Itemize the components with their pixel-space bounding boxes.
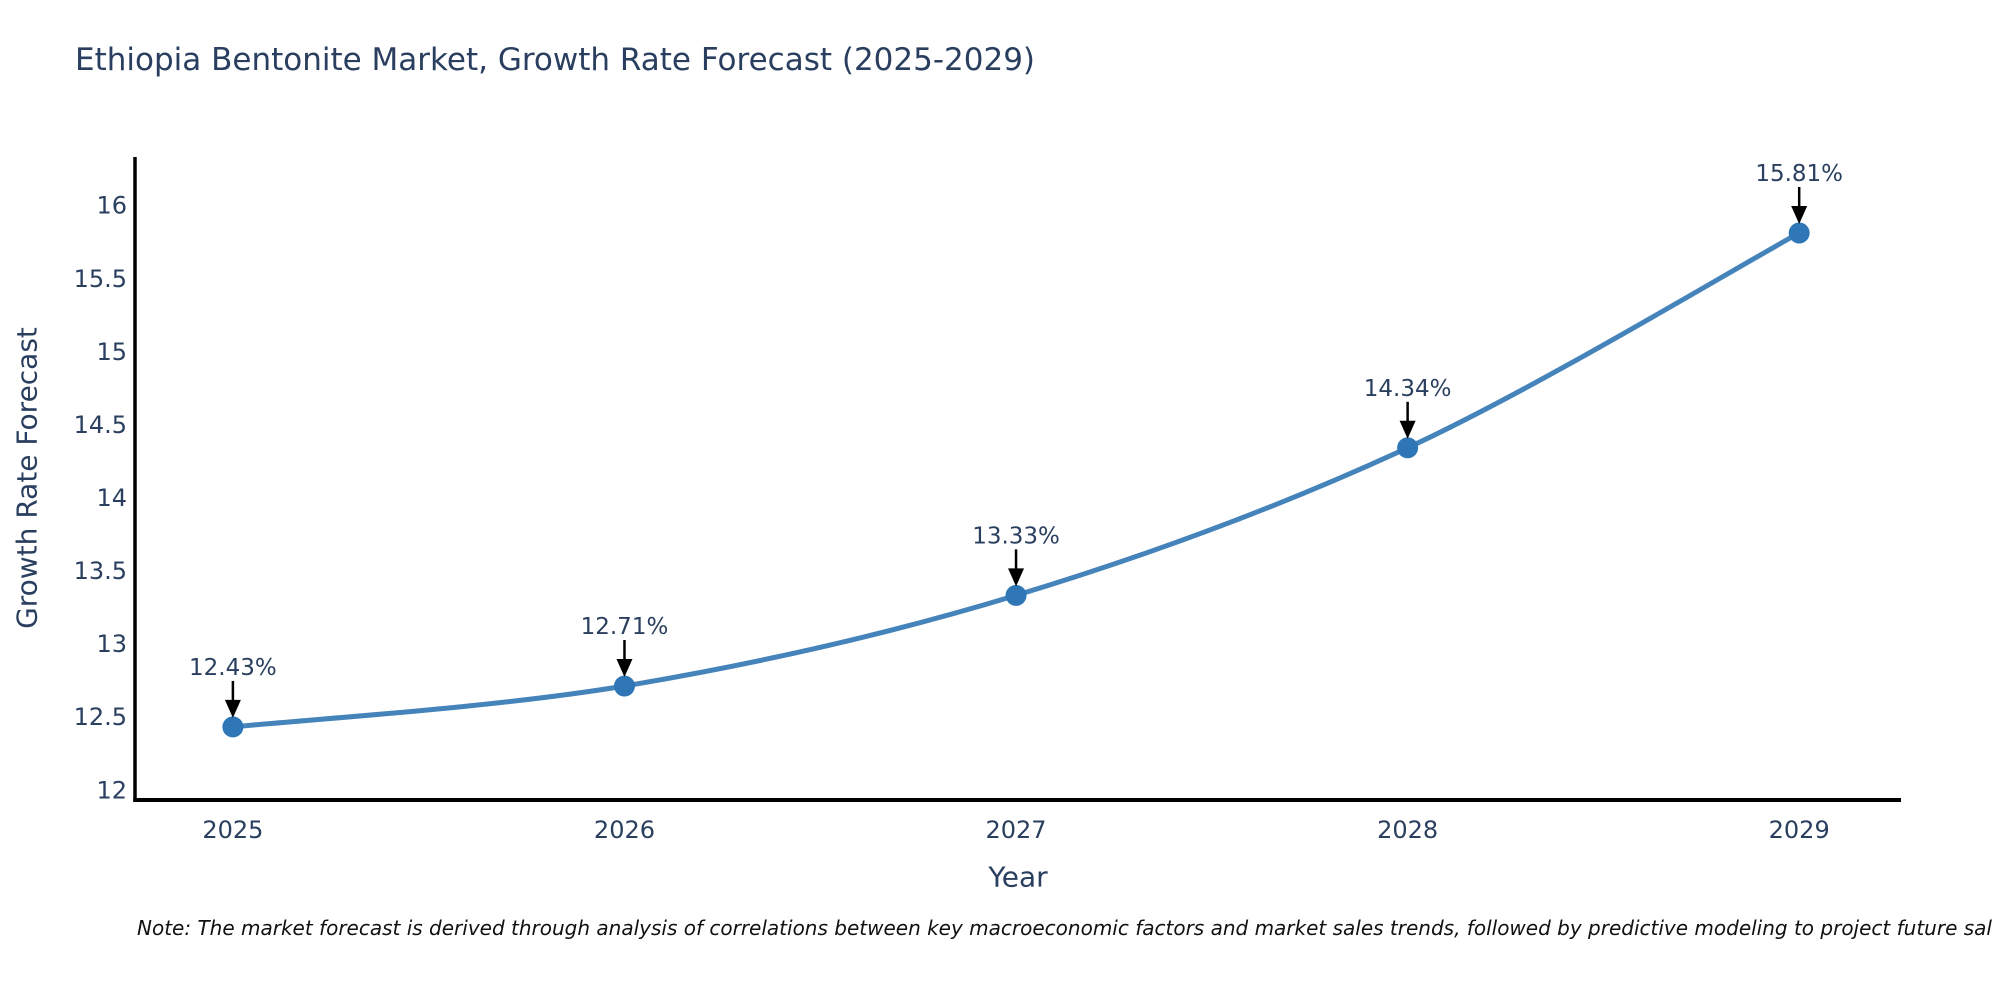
x-tick-label: 2028 <box>1377 816 1438 844</box>
y-tick-label: 13 <box>96 630 127 658</box>
y-tick-label: 12 <box>96 776 127 804</box>
y-axis-title: Growth Rate Forecast <box>10 327 44 629</box>
y-tick-label: 15 <box>96 338 127 366</box>
footnote: Note: The market forecast is derived thr… <box>137 916 1992 940</box>
annotation-label: 12.43% <box>189 655 277 681</box>
x-tick-label: 2029 <box>1769 816 1830 844</box>
data-point-marker <box>1397 437 1419 459</box>
x-tick-label: 2025 <box>202 816 263 844</box>
x-tick-label: 2027 <box>986 816 1047 844</box>
annotation-label: 13.33% <box>972 523 1060 549</box>
y-tick-label: 13.5 <box>74 557 127 585</box>
data-point-marker <box>1005 584 1027 606</box>
data-point-marker <box>613 675 635 697</box>
annotation-label: 14.34% <box>1364 376 1452 402</box>
annotation-arrowhead-icon <box>1791 205 1808 224</box>
annotation-label: 12.71% <box>581 614 669 640</box>
x-tick-label: 2026 <box>594 816 655 844</box>
y-tick-label: 12.5 <box>74 703 127 731</box>
forecast-line <box>230 230 1802 730</box>
x-axis-title: Year <box>988 860 1048 894</box>
annotation-arrowhead-icon <box>1008 568 1025 587</box>
y-tick-label: 14 <box>96 484 127 512</box>
annotation-arrowhead-icon <box>616 659 633 678</box>
y-tick-label: 14.5 <box>74 411 127 439</box>
chart-title: Ethiopia Bentonite Market, Growth Rate F… <box>75 42 1036 78</box>
data-point-marker <box>222 716 244 738</box>
annotation-arrowhead-icon <box>224 699 241 718</box>
annotation-arrowhead-icon <box>1399 420 1416 439</box>
data-point-marker <box>1788 222 1810 244</box>
annotation-label: 15.81% <box>1755 161 1843 187</box>
y-tick-label: 15.5 <box>74 265 127 293</box>
y-tick-label: 16 <box>96 192 127 220</box>
